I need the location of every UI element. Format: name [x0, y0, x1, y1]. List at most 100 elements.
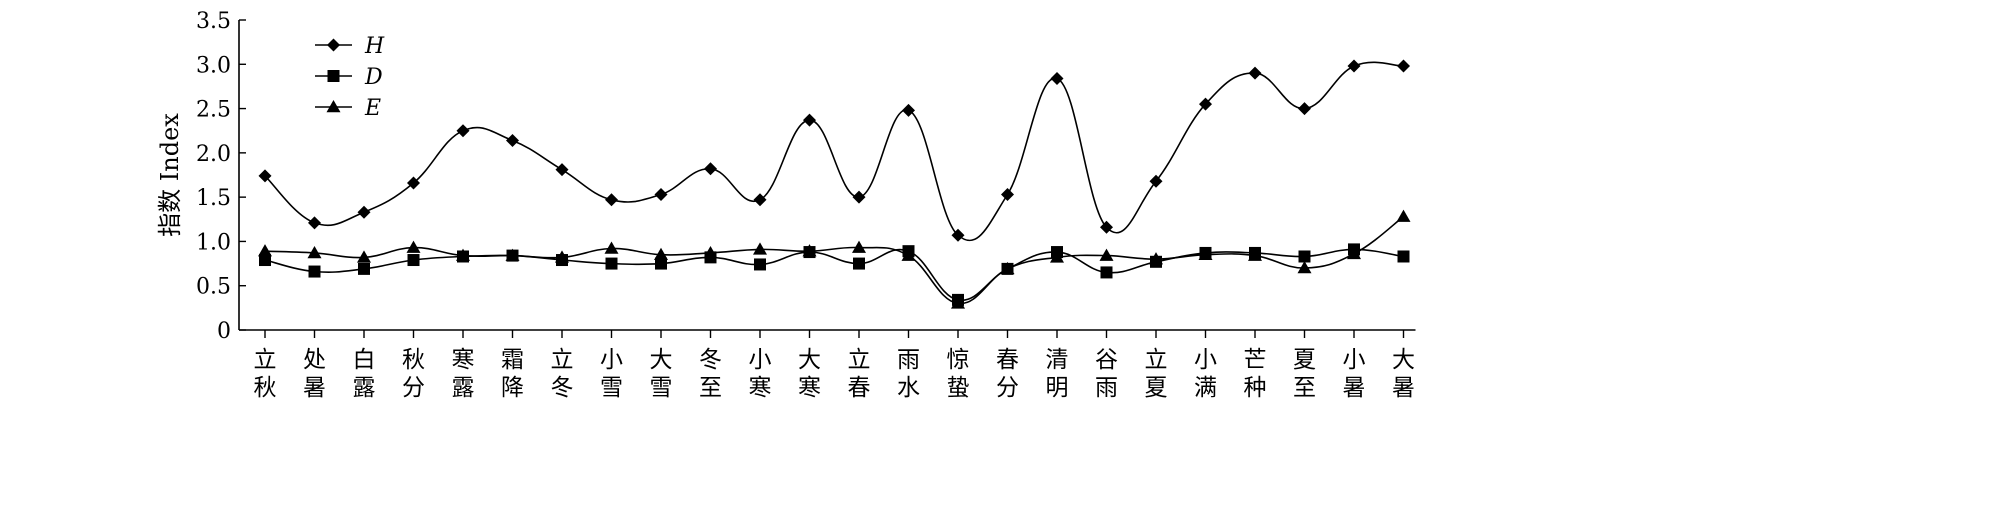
y-tick-labels: 0 0.5 1.0 1.5 2.0 2.5 3.0 3.5: [196, 9, 231, 344]
data-point-H: [1347, 59, 1361, 73]
data-point-E: [456, 248, 470, 261]
data-point-E: [604, 241, 619, 254]
x-tick-label: 寒露: [452, 347, 475, 401]
data-point-H: [753, 193, 767, 207]
x-tick-label: 夏至: [1293, 347, 1316, 401]
x-tick-label: 立冬: [551, 347, 574, 401]
x-tick-label: 大寒: [798, 347, 821, 401]
x-tick-label: 大暑: [1392, 347, 1415, 401]
x-tick-label: 清明: [1046, 347, 1069, 401]
data-point-D: [1397, 250, 1410, 263]
x-tick-label: 雨水: [897, 347, 920, 401]
data-point-D: [358, 262, 370, 275]
data-point-D: [754, 258, 766, 271]
data-point-E: [1149, 252, 1163, 265]
y-tick-label: 3.0: [196, 53, 231, 78]
data-point-E: [1248, 248, 1262, 261]
x-tick-label: 白露: [353, 347, 376, 401]
x-tick-label: 立秋: [254, 347, 277, 401]
x-tick-label: 小寒: [749, 347, 772, 401]
data-point-H: [506, 133, 519, 147]
data-point-H: [852, 190, 866, 204]
data-point-H: [1248, 66, 1262, 80]
data-point-E: [703, 245, 718, 259]
x-tick-label: 芒种: [1244, 347, 1267, 401]
series-line-D: [264, 248, 1404, 301]
data-point-E: [1396, 209, 1411, 222]
y-tick-label: 1.0: [196, 230, 231, 255]
x-tick-label: 处暑: [303, 347, 326, 401]
data-point-H: [308, 216, 321, 230]
x-tick-label: 秋分: [402, 347, 425, 401]
data-point-H: [605, 193, 618, 207]
data-point-E: [555, 250, 569, 263]
data-point-E: [1198, 247, 1213, 260]
data-point-H: [902, 103, 915, 117]
data-point-D: [407, 254, 420, 267]
data-point-E: [307, 245, 322, 259]
data-point-E: [357, 250, 371, 263]
x-tick-label: 小满: [1194, 347, 1217, 401]
x-tick-label: 小雪: [600, 347, 623, 401]
data-point-H: [1100, 220, 1113, 234]
legend-marker: [327, 38, 340, 52]
series-H: [258, 59, 1410, 242]
x-tick-label: 大雪: [650, 347, 673, 401]
x-tick-label: 立春: [848, 347, 871, 401]
legend-label: D: [364, 65, 383, 90]
data-point-H: [1199, 97, 1212, 111]
data-point-D: [308, 265, 321, 278]
data-point-E: [1000, 261, 1015, 275]
data-point-H: [1298, 102, 1311, 116]
y-tick-label: 3.5: [196, 9, 231, 34]
data-point-H: [951, 228, 965, 242]
data-point-D: [605, 257, 618, 270]
data-point-H: [654, 187, 668, 201]
data-point-E: [852, 240, 866, 253]
x-tick-label: 惊蛰: [947, 347, 970, 401]
legend-marker: [326, 100, 341, 113]
data-point-E: [951, 296, 965, 309]
x-tick-label: 霜降: [501, 347, 524, 401]
legend-marker: [327, 70, 340, 82]
data-point-E: [406, 240, 421, 253]
y-tick-label: 0.5: [196, 275, 231, 300]
legend-label: H: [364, 34, 385, 59]
data-point-D: [259, 254, 271, 267]
data-point-H: [456, 124, 470, 138]
chart-series: [258, 59, 1411, 309]
x-tick-label: 春分: [996, 347, 1019, 401]
data-point-E: [1347, 246, 1361, 260]
data-point-H: [1149, 174, 1163, 188]
data-point-E: [901, 248, 916, 261]
data-point-H: [357, 205, 371, 219]
series-line-H: [264, 61, 1404, 242]
data-point-E: [505, 248, 520, 261]
y-tick-label: 1.5: [196, 186, 231, 211]
data-point-E: [1099, 248, 1114, 261]
data-point-H: [258, 169, 272, 183]
data-point-H: [1397, 59, 1410, 73]
data-point-H: [1001, 187, 1014, 201]
chart-legend: HDE: [315, 34, 385, 121]
x-tick-labels: 立秋处暑白露秋分寒露霜降立冬小雪大雪冬至小寒大寒立春雨水惊蛰春分清明谷雨立夏小满…: [254, 347, 1416, 401]
data-point-E: [802, 244, 817, 257]
y-tick-label: 0: [217, 319, 231, 344]
data-point-E: [1050, 250, 1064, 263]
legend-item: H: [315, 34, 385, 59]
data-point-D: [853, 257, 865, 270]
legend-label: E: [364, 96, 381, 121]
y-axis-label: 指数 Index: [156, 113, 184, 237]
data-point-D: [1298, 250, 1311, 263]
x-tick-label: 冬至: [699, 347, 722, 401]
data-point-H: [555, 163, 569, 177]
data-point-E: [753, 242, 767, 255]
y-tick-label: 2.5: [196, 98, 231, 123]
data-point-E: [258, 244, 272, 257]
series-D: [259, 243, 1410, 306]
x-tick-label: 谷雨: [1095, 347, 1118, 401]
data-point-E: [654, 247, 668, 260]
chart-axes: [238, 19, 1416, 338]
data-point-H: [803, 113, 816, 127]
